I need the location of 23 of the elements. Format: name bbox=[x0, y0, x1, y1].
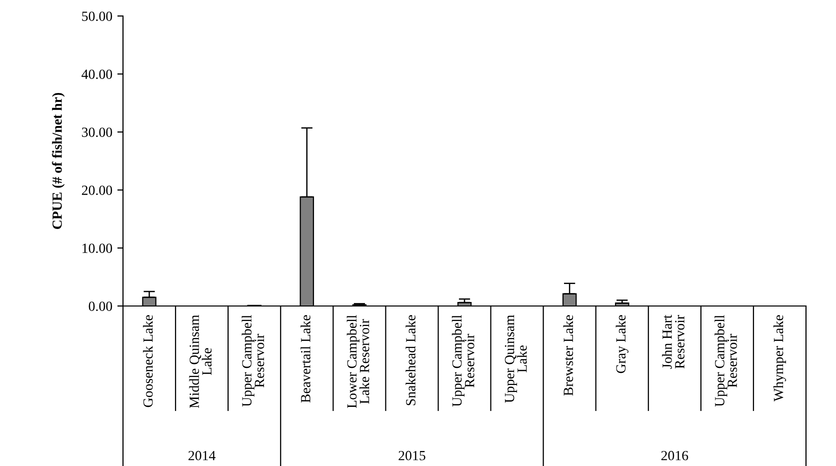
x-tick-label: Upper Campbell Reservoir bbox=[452, 314, 474, 407]
x-tick-label: Whymper Lake bbox=[773, 315, 786, 402]
x-tick-label: Upper Quinsam Lake bbox=[504, 314, 527, 403]
y-axis-title: CPUE (# of fish/net hr) bbox=[52, 92, 65, 229]
y-tick-label: 40.00 bbox=[82, 70, 112, 80]
text: 2016 bbox=[661, 450, 688, 460]
y-tick-label: 20.00 bbox=[82, 186, 112, 196]
x-tick-label: Lower Campbell Lake Reservoir bbox=[346, 314, 370, 408]
y-tick-label: 10.00 bbox=[82, 244, 112, 254]
x-tick-label: Upper Campbell Reservoir bbox=[242, 314, 264, 407]
y-tick-label: 50.00 bbox=[82, 12, 112, 22]
x-tick-label: Upper Campbell Reservoir bbox=[714, 314, 737, 407]
x-tick-label: Gray Lake bbox=[616, 315, 628, 374]
x-tick-label: Beavertail Lake bbox=[300, 315, 310, 403]
y-tick-label: 0.00 bbox=[88, 302, 112, 312]
x-tick-label: Middle Quinsam Lake bbox=[189, 314, 212, 408]
x-tick-label: Brewster Lake bbox=[563, 315, 574, 396]
x-tick-label: Gooseneck Lake bbox=[142, 315, 153, 408]
x-tick-label: Snakehead Lake bbox=[406, 315, 416, 406]
y-tick-label: 30.00 bbox=[82, 128, 112, 138]
text: 2014 bbox=[188, 450, 216, 460]
text: 2015 bbox=[398, 450, 426, 460]
x-tick-label: John Hart Reservoir bbox=[662, 314, 684, 369]
